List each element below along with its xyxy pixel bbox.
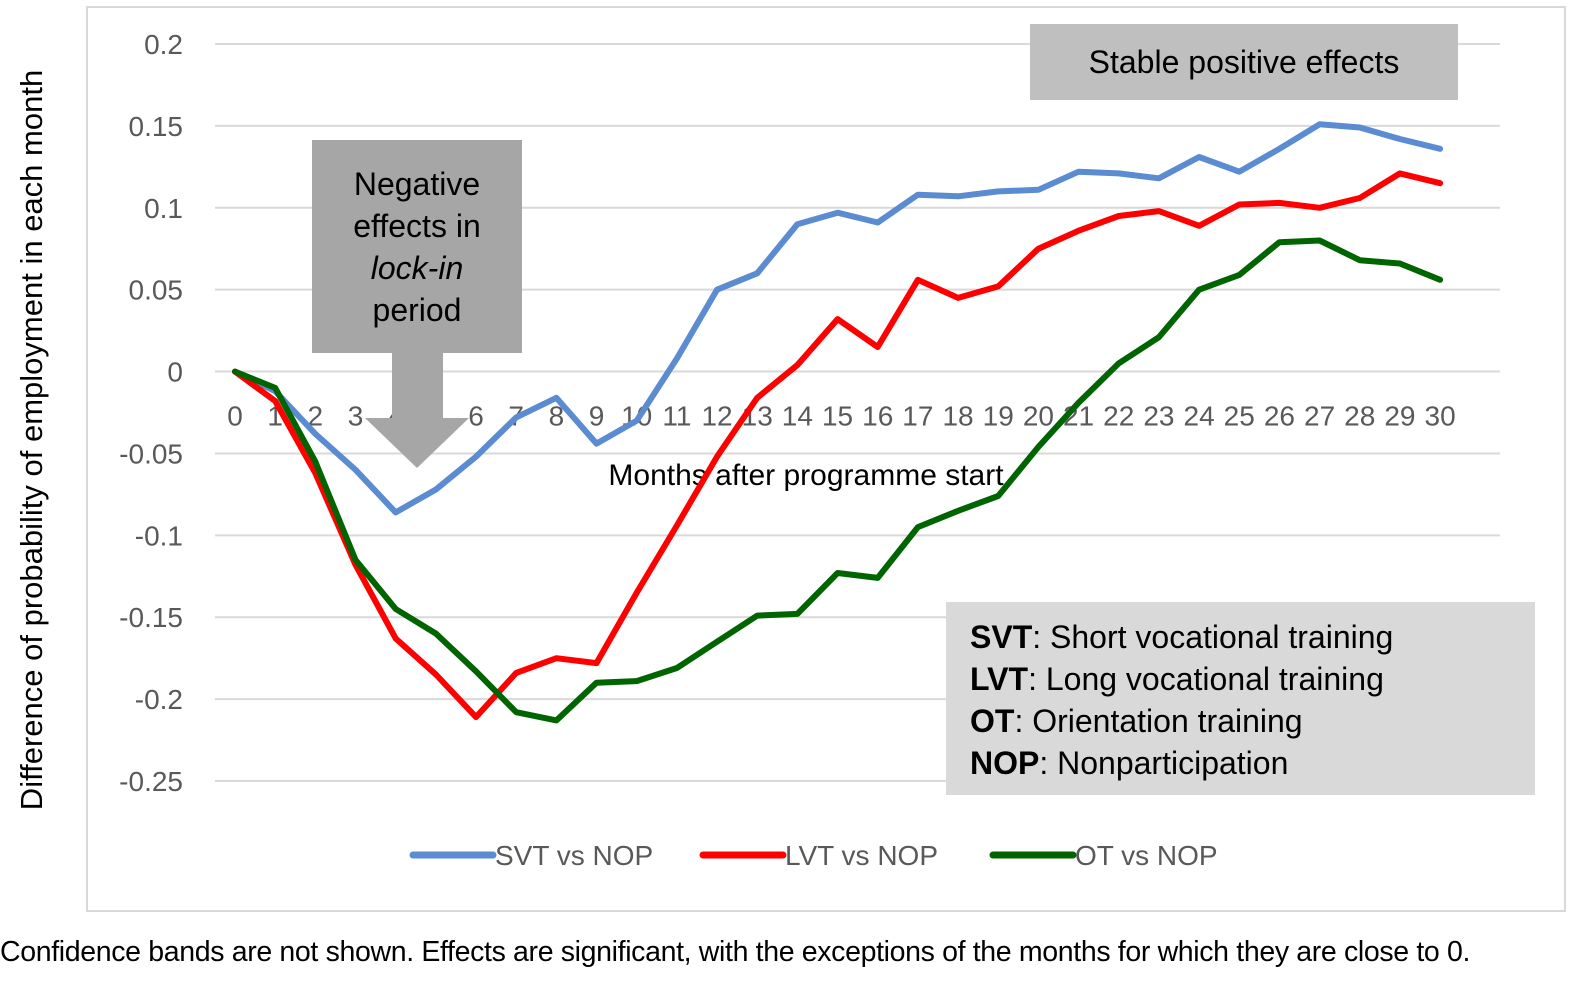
stable-effects-annotation: Stable positive effects bbox=[1030, 24, 1458, 100]
abbr-ot-desc: : Orientation training bbox=[1014, 703, 1303, 739]
abbr-nop: NOP bbox=[970, 745, 1040, 781]
negative-line-3: lock-in bbox=[370, 249, 464, 286]
x-tick-label: 14 bbox=[782, 401, 813, 432]
y-tick-label: 0.1 bbox=[144, 193, 183, 224]
x-tick-label: 20 bbox=[1023, 401, 1054, 432]
x-tick-label: 17 bbox=[902, 401, 933, 432]
y-tick-label: -0.05 bbox=[119, 438, 183, 469]
abbr-row-nop: NOP: Nonparticipation bbox=[970, 742, 1535, 784]
x-tick-label: 4 bbox=[388, 401, 404, 432]
legend-label: SVT vs NOP bbox=[495, 840, 653, 871]
legend: SVT vs NOP LVT vs NOP OT vs NOP bbox=[409, 840, 1218, 871]
y-tick-label: 0.2 bbox=[144, 29, 183, 60]
x-tick-label: 6 bbox=[468, 401, 484, 432]
x-tick-label: 2 bbox=[308, 401, 324, 432]
x-tick-label: 0 bbox=[227, 401, 243, 432]
x-tick-label: 5 bbox=[428, 401, 444, 432]
x-tick-label: 27 bbox=[1304, 401, 1335, 432]
x-tick-label: 23 bbox=[1143, 401, 1174, 432]
negative-line-2: effects in bbox=[353, 207, 481, 244]
negative-effects-annotation: Negative effects in lock-in period bbox=[312, 140, 522, 353]
y-tick-label: 0.05 bbox=[129, 275, 184, 306]
x-tick-label: 24 bbox=[1184, 401, 1215, 432]
abbr-ot: OT bbox=[970, 703, 1015, 739]
abbr-row-lvt: LVT: Long vocational training bbox=[970, 658, 1535, 700]
abbr-svt-desc: : Short vocational training bbox=[1032, 619, 1394, 655]
abbr-row-ot: OT: Orientation training bbox=[970, 700, 1535, 742]
y-tick-labels: 0.2 0.15 0.1 0.05 0 -0.05 -0.1 -0.15 -0.2 -0.25 bbox=[119, 29, 183, 797]
x-axis-label: Months after programme start bbox=[608, 459, 1004, 492]
y-tick-label: -0.1 bbox=[135, 520, 183, 551]
x-tick-label: 30 bbox=[1425, 401, 1456, 432]
series-lines bbox=[232, 121, 1444, 724]
abbr-row-svt: SVT: Short vocational training bbox=[970, 616, 1535, 658]
y-tick-label: -0.2 bbox=[135, 684, 183, 715]
y-tick-label: 0.15 bbox=[129, 111, 184, 142]
series-line-ot-vs-nop bbox=[232, 237, 1444, 724]
legend-label: LVT vs NOP bbox=[785, 840, 938, 871]
abbr-svt: SVT bbox=[970, 619, 1033, 655]
y-axis-label: Difference of probability of employment … bbox=[14, 69, 49, 811]
stable-effects-text: Stable positive effects bbox=[1088, 43, 1400, 80]
x-tick-label: 25 bbox=[1224, 401, 1255, 432]
abbr-lvt-desc: : Long vocational training bbox=[1028, 661, 1384, 697]
y-tick-label: -0.25 bbox=[119, 766, 183, 797]
series-line-svt-vs-nop bbox=[232, 121, 1444, 516]
negative-line-4: period bbox=[372, 291, 462, 328]
abbreviation-box: SVT: Short vocational training LVT: Long… bbox=[946, 602, 1535, 795]
x-tick-label: 18 bbox=[942, 401, 973, 432]
abbr-nop-desc: : Nonparticipation bbox=[1039, 745, 1289, 781]
x-tick-label: 9 bbox=[589, 401, 605, 432]
x-tick-label: 22 bbox=[1103, 401, 1134, 432]
x-tick-label: 15 bbox=[822, 401, 853, 432]
y-tick-label: -0.15 bbox=[119, 602, 183, 633]
x-tick-label: 11 bbox=[662, 401, 691, 432]
abbr-lvt: LVT bbox=[970, 661, 1029, 697]
x-tick-label: 26 bbox=[1264, 401, 1295, 432]
x-tick-label: 8 bbox=[549, 401, 565, 432]
footnote: Confidence bands are not shown. Effects … bbox=[0, 936, 1471, 968]
x-tick-label: 29 bbox=[1384, 401, 1415, 432]
legend-label: OT vs NOP bbox=[1075, 840, 1218, 871]
x-tick-label: 16 bbox=[862, 401, 893, 432]
negative-line-1: Negative bbox=[353, 165, 481, 202]
x-tick-labels: 0 1 2 3 4 5 6 7 8 9 10 11 12 13 14 15 16 17 18 19 20 21 22 23 24… bbox=[227, 401, 1455, 432]
x-tick-label: 3 bbox=[348, 401, 364, 432]
x-tick-label: 19 bbox=[983, 401, 1014, 432]
x-tick-label: 12 bbox=[701, 401, 732, 432]
y-tick-label: 0 bbox=[167, 357, 183, 388]
series-line-lvt-vs-nop bbox=[232, 170, 1444, 721]
x-tick-label: 28 bbox=[1344, 401, 1375, 432]
